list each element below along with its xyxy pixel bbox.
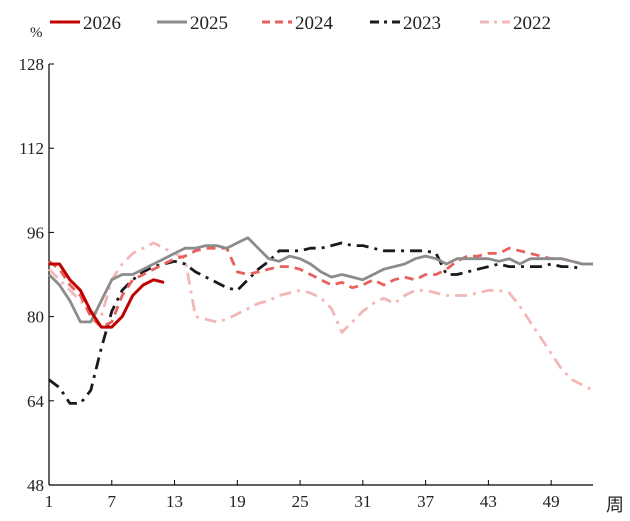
y-tick-label: 48 [27, 476, 44, 495]
x-tick-label: 37 [417, 492, 435, 511]
y-tick-label: 80 [27, 308, 44, 327]
series-line-2024 [48, 246, 593, 329]
legend-label-2024: 2024 [295, 13, 334, 34]
y-axis-label: % [30, 25, 43, 41]
x-tick-label: 1 [45, 492, 54, 511]
legend-label-2023: 2023 [403, 13, 441, 34]
x-ticks: 1 7 13 19 25 31 37 43 49 [45, 480, 560, 511]
x-tick-label: 43 [480, 492, 497, 511]
y-tick-label: 96 [27, 223, 44, 242]
series-line-2025 [48, 236, 593, 324]
x-tick-label: 7 [108, 492, 117, 511]
x-tick-label: 49 [543, 492, 560, 511]
x-tick-label: 19 [229, 492, 246, 511]
legend-label-2025: 2025 [190, 13, 228, 34]
x-axis-label: 周 [606, 495, 624, 515]
y-tick-label: 128 [19, 55, 45, 74]
x-tick-label: 13 [166, 492, 183, 511]
y-ticks: 48 64 80 96 112 128 [19, 55, 54, 495]
x-tick-label: 31 [354, 492, 371, 511]
legend-label-2022: 2022 [513, 13, 551, 34]
series-layer [48, 236, 594, 405]
series-line-2026 [49, 262, 165, 329]
y-tick-label: 64 [27, 392, 45, 411]
y-tick-label: 112 [19, 139, 44, 158]
legend-label-2026: 2026 [83, 13, 121, 34]
legend: 2026 2025 2024 2023 2022 [50, 13, 551, 34]
x-tick-label: 25 [292, 492, 309, 511]
series-line-2022 [48, 241, 594, 392]
